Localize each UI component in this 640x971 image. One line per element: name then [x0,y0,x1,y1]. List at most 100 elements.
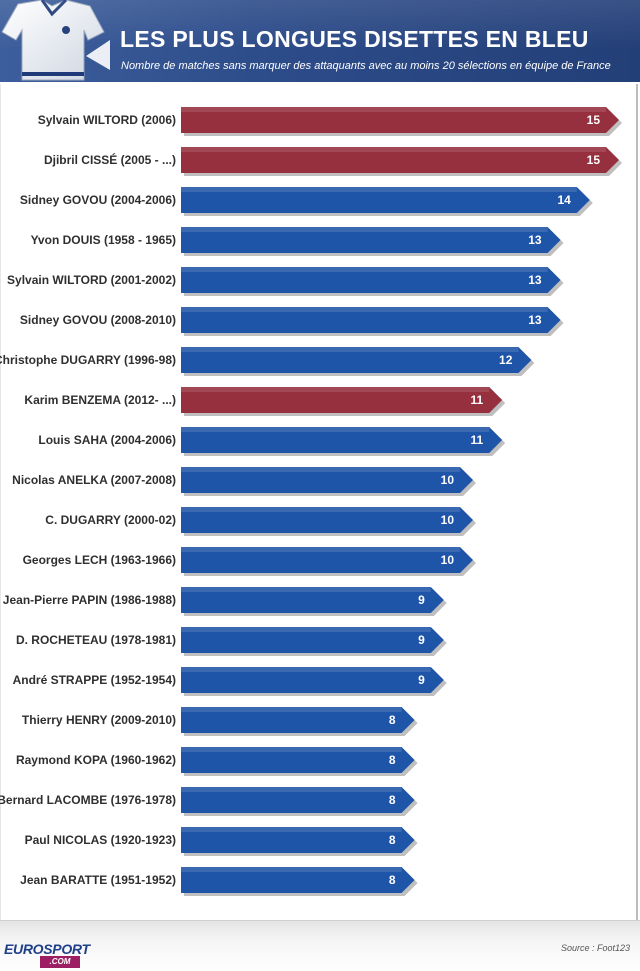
bar-row: Karim BENZEMA (2012- ...) 11 [24,387,506,416]
bar-row: Sylvain WILTORD (2006) 15 [38,107,622,136]
bar-row: Yvon DOUIS (1958 - 1965) 13 [31,227,564,256]
bar-row: Thierry HENRY (2009-2010) 8 [22,707,418,736]
bar-row: Jean-Pierre PAPIN (1986-1988) 9 [3,587,447,616]
bar-category-label: D. ROCHETEAU (1978-1981) [16,633,176,647]
bar-row: Jean BARATTE (1951-1952) 8 [20,867,418,896]
bar [181,107,619,133]
bar-value-label: 8 [389,713,396,727]
bar [181,787,415,813]
bar-row: Georges LECH (1963-1966) 10 [23,547,476,576]
bar [181,507,473,533]
bar-highlight [181,667,431,672]
bar-category-label: Bernard LACOMBE (1976-1978) [0,793,176,807]
bar-category-label: André STRAPPE (1952-1954) [13,673,176,687]
bar [181,267,561,293]
bar-row: Sylvain WILTORD (2001-2002) 13 [7,267,564,296]
bar-highlight [181,347,519,352]
bar-value-label: 10 [441,513,455,527]
bar-value-label: 8 [389,833,396,847]
bar-highlight [181,267,548,272]
bar [181,747,415,773]
bar-value-label: 8 [389,753,396,767]
bar-highlight [181,507,460,512]
bar-value-label: 15 [587,153,601,167]
bar-row: C. DUGARRY (2000-02) 10 [45,507,476,536]
bar-category-label: Jean-Pierre PAPIN (1986-1988) [3,593,176,607]
bar-category-label: Paul NICOLAS (1920-1923) [25,833,176,847]
bar-row: André STRAPPE (1952-1954) 9 [13,667,447,696]
bar [181,187,590,213]
bar-category-label: Raymond KOPA (1960-1962) [16,753,176,767]
bar-highlight [181,787,402,792]
header-shine [0,0,640,82]
footer: EUROSPORT .COM Source : Foot123 [0,920,640,971]
bar-highlight [181,547,460,552]
chart-frame [0,84,638,920]
source-note: Source : Foot123 [560,943,630,953]
bar-value-label: 9 [418,633,425,647]
bar-row: Sidney GOVOU (2008-2010) 13 [20,307,564,336]
bar-highlight [181,427,490,432]
bar [181,347,532,373]
bar-highlight [181,707,402,712]
bar-row: Paul NICOLAS (1920-1923) 8 [25,827,418,856]
bar-category-label: Karim BENZEMA (2012- ...) [24,393,176,407]
bar [181,147,619,173]
bar [181,307,561,333]
bar-value-label: 10 [441,553,455,567]
bar-row: Bernard LACOMBE (1976-1978) 8 [0,787,418,816]
bar-value-label: 10 [441,473,455,487]
bar [181,227,561,253]
logo-com: .COM [40,956,80,968]
bar-value-label: 8 [389,793,396,807]
bar-category-label: Sylvain WILTORD (2006) [38,113,176,127]
bar-highlight [181,747,402,752]
bar [181,867,415,893]
bar-value-label: 13 [528,313,542,327]
bar-row: Louis SAHA (2004-2006) 11 [38,427,506,456]
bar [181,707,415,733]
bar-highlight [181,107,606,112]
bar-highlight [181,387,490,392]
page-subtitle: Nombre de matches sans marquer des attaq… [121,60,611,72]
bar-row: Christophe DUGARRY (1996-98) 12 [0,347,535,376]
bar-highlight [181,227,548,232]
bar-highlight [181,307,548,312]
bar-highlight [181,187,577,192]
logo-wordmark: EUROSPORT [4,941,90,957]
france-jersey-icon [1,0,110,81]
bar [181,547,473,573]
bar-highlight [181,867,402,872]
bar-row: Raymond KOPA (1960-1962) 8 [16,747,418,776]
bar [181,587,444,613]
page-title: LES PLUS LONGUES DISETTES EN BLEU [120,26,589,52]
bar-value-label: 11 [471,433,484,447]
bar-category-label: Sidney GOVOU (2008-2010) [20,313,176,327]
bar-category-label: Yvon DOUIS (1958 - 1965) [31,233,176,247]
bar-value-label: 12 [499,353,513,367]
bar-value-label: 14 [557,193,571,207]
bar-highlight [181,147,606,152]
bar-row: Djibril CISSÉ (2005 - ...) 15 [44,147,622,176]
bar [181,827,415,853]
bar-category-label: Sylvain WILTORD (2001-2002) [7,273,176,287]
bar-value-label: 11 [471,393,484,407]
logo-euro: EURO [4,941,44,957]
bar-highlight [181,467,460,472]
bar-value-label: 9 [418,593,425,607]
bar-value-label: 13 [528,273,542,287]
bar [181,427,503,453]
bar-value-label: 13 [528,233,542,247]
bar-category-label: Nicolas ANELKA (2007-2008) [12,473,176,487]
bar-category-label: C. DUGARRY (2000-02) [45,513,176,527]
bar [181,467,473,493]
bar-row: Sidney GOVOU (2004-2006) 14 [20,187,593,216]
bar-category-label: Louis SAHA (2004-2006) [38,433,176,447]
bar-category-label: Sidney GOVOU (2004-2006) [20,193,176,207]
bar-category-label: Christophe DUGARRY (1996-98) [0,353,176,367]
eurosport-logo: EUROSPORT .COM [4,941,90,971]
bar-value-label: 8 [389,873,396,887]
bar [181,627,444,653]
